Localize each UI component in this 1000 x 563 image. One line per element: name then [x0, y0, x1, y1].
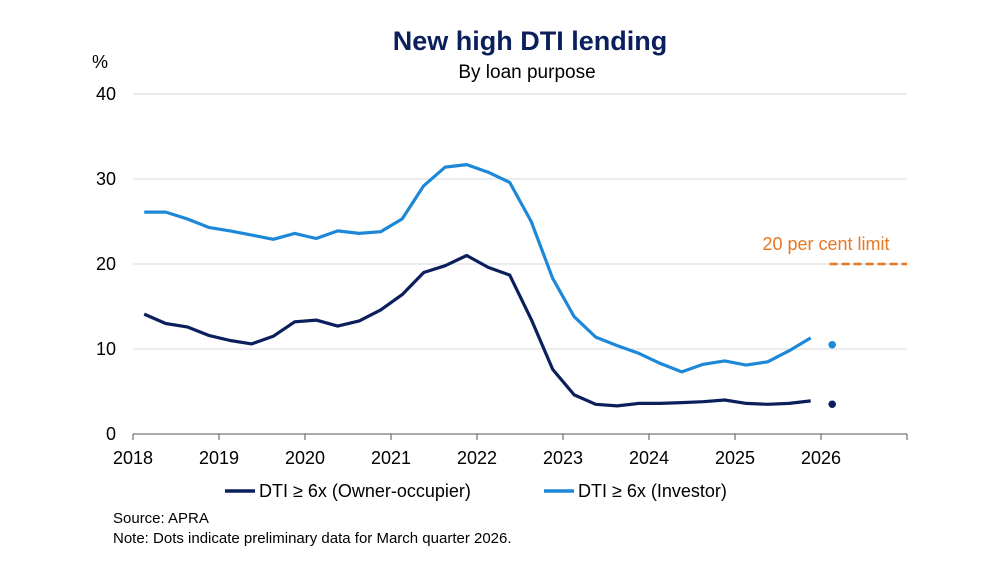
x-axis: 2018 2019 2020 2021 2022 2023 2024 2025 2026 — [113, 433, 908, 468]
preliminary-dot-dti-6x-owner-occupier — [828, 400, 836, 409]
source-note: Source: APRA — [113, 510, 209, 527]
y-tick-label: 30 — [96, 169, 116, 189]
chart-title: New high DTI lending — [393, 26, 667, 56]
series-line-dti-6x-owner-occupier — [143, 253, 811, 408]
preliminary-dots — [828, 340, 836, 409]
y-axis-unit: % — [92, 52, 108, 72]
y-tick-label: 40 — [96, 84, 116, 104]
limit-label: 20 per cent limit — [762, 234, 889, 254]
preliminary-dot-dti-6x-investor — [828, 340, 836, 349]
x-tick-label: 2023 — [543, 448, 583, 468]
y-tick-label: 20 — [96, 254, 116, 274]
x-tick-label: 2020 — [285, 448, 325, 468]
series-line-dti-6x-investor — [144, 163, 812, 374]
y-tick-label: 0 — [106, 424, 116, 444]
legend: DTI ≥ 6x (Owner-occupier) DTI ≥ 6x (Inve… — [225, 481, 727, 501]
x-tick-label: 2024 — [629, 448, 669, 468]
legend-label-investor: DTI ≥ 6x (Investor) — [578, 481, 727, 501]
x-tick-label: 2018 — [113, 448, 153, 468]
series-lines — [143, 163, 812, 408]
x-tick-label: 2021 — [371, 448, 411, 468]
x-tick-label: 2026 — [801, 448, 841, 468]
x-tick-label: 2025 — [715, 448, 755, 468]
y-axis: 0 10 20 30 40 — [96, 84, 116, 444]
chart-subtitle: By loan purpose — [458, 62, 595, 83]
footnote: Note: Dots indicate preliminary data for… — [113, 530, 512, 547]
x-tick-label: 2019 — [199, 448, 239, 468]
x-tick-label: 2022 — [457, 448, 497, 468]
gridlines — [133, 93, 907, 350]
legend-label-owner-occupier: DTI ≥ 6x (Owner-occupier) — [259, 481, 471, 501]
limit-marker: 20 per cent limit — [762, 234, 907, 266]
y-tick-label: 10 — [96, 339, 116, 359]
